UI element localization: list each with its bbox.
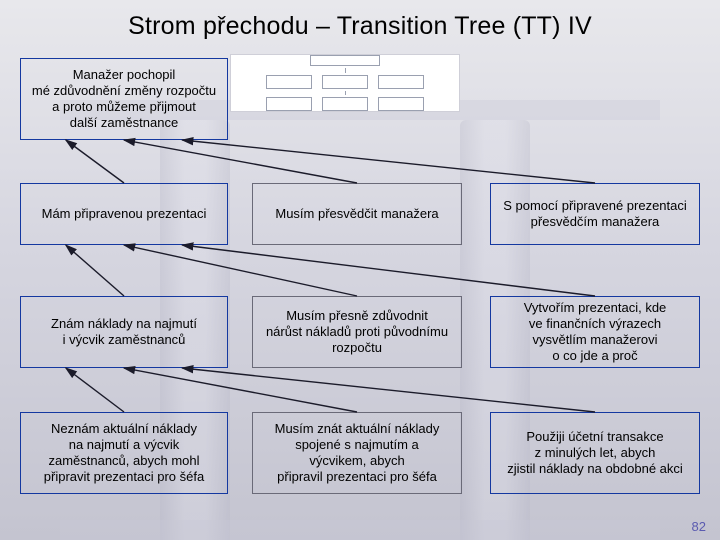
arrow (182, 245, 595, 296)
tt-node-make-presentation: Vytvořím prezentaci, kdeve finančních vý… (490, 296, 700, 368)
tt-node-dont-know-costs: Neznám aktuální nákladyna najmutí a výcv… (20, 412, 228, 494)
box-text: Vytvořím prezentaci, kdeve finančních vý… (524, 300, 667, 365)
box-text: Manažer pochopilmé zdůvodnění změny rozp… (32, 67, 216, 132)
box-text: Musím znát aktuální nákladyspojené s naj… (275, 421, 440, 486)
arrow (124, 140, 357, 183)
box-text: Znám náklady na najmutíi výcvik zaměstna… (51, 316, 197, 349)
box-text: Musím přesvědčit manažera (275, 206, 438, 222)
tt-node-know-costs: Znám náklady na najmutíi výcvik zaměstna… (20, 296, 228, 368)
tt-node-must-know-costs: Musím znát aktuální nákladyspojené s naj… (252, 412, 462, 494)
tt-node-must-convince: Musím přesvědčit manažera (252, 183, 462, 245)
tt-node-convince-with-pres: S pomocí připravené prezentacipřesvědčím… (490, 183, 700, 245)
arrow (124, 245, 357, 296)
arrow (124, 368, 357, 412)
tt-node-outcome: Manažer pochopilmé zdůvodnění změny rozp… (20, 58, 228, 140)
arrow (182, 140, 595, 183)
arrow (66, 368, 124, 412)
tt-node-use-accounting: Použiji účetní transakcez minulých let, … (490, 412, 700, 494)
arrow (66, 245, 124, 296)
box-text: Neznám aktuální nákladyna najmutí a výcv… (44, 421, 204, 486)
tt-node-have-presentation: Mám připravenou prezentaci (20, 183, 228, 245)
box-text: Použiji účetní transakcez minulých let, … (507, 429, 683, 478)
box-text: Mám připravenou prezentaci (42, 206, 207, 222)
page-number: 82 (692, 519, 706, 534)
arrow (182, 368, 595, 412)
page-title: Strom přechodu – Transition Tree (TT) IV (0, 12, 720, 41)
tt-node-must-justify: Musím přesně zdůvodnitnárůst nákladů pro… (252, 296, 462, 368)
box-text: S pomocí připravené prezentacipřesvědčím… (503, 198, 687, 231)
arrow (66, 140, 124, 183)
box-text: Musím přesně zdůvodnitnárůst nákladů pro… (266, 308, 448, 357)
slide-thumbnail (230, 54, 460, 112)
bg-decoration (60, 520, 660, 540)
